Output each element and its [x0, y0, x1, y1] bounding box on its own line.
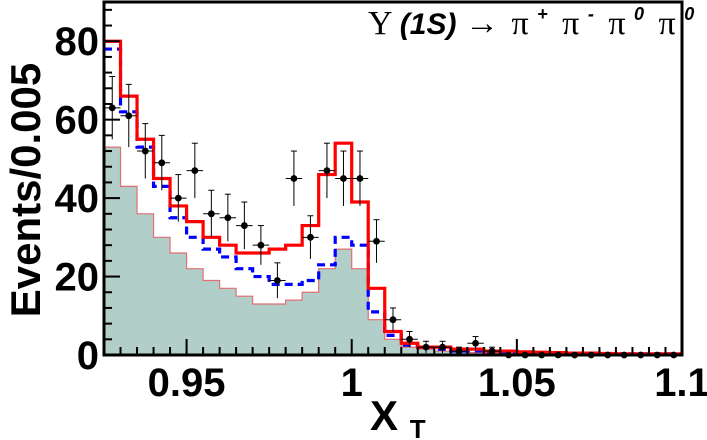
data-point-marker: [356, 175, 364, 182]
data-point-marker: [472, 339, 479, 347]
data-point: [483, 346, 501, 355]
x-tick-label: 0.95: [148, 361, 226, 405]
y-tick-label: 0: [77, 334, 99, 378]
data-point-marker: [373, 237, 380, 245]
data-point: [269, 262, 286, 299]
data-point-marker: [439, 343, 446, 351]
data-point: [368, 219, 385, 263]
background-histogram-fill: [104, 147, 682, 355]
data-point-marker: [108, 104, 116, 112]
title-sup-2: -: [588, 4, 594, 24]
axes: 0.95 1 1.05 1.1 0 20 40 60 80: [55, 0, 707, 405]
data-point-marker: [406, 335, 413, 343]
x-axis-title: X T: [370, 392, 426, 440]
data-point: [401, 330, 418, 348]
data-point-marker: [257, 241, 265, 249]
data-point: [120, 83, 138, 148]
data-point: [219, 193, 237, 242]
data-point: [434, 340, 451, 354]
data-point-marker: [274, 277, 281, 284]
data-point-marker: [174, 194, 182, 202]
data-point: [351, 150, 369, 206]
data-point-marker: [224, 214, 232, 222]
data-point: [467, 336, 484, 350]
title-sup-1: +: [537, 4, 548, 24]
title-pi-4: π: [659, 5, 676, 42]
y-tick-label: 20: [55, 256, 100, 300]
data-point-marker: [125, 112, 133, 120]
title-pi-2: π: [562, 5, 579, 42]
data-point: [137, 123, 154, 179]
data-point: [450, 346, 468, 355]
data-point: [417, 340, 435, 354]
data-point-marker: [290, 175, 298, 182]
data-point-marker: [488, 347, 496, 355]
data-point: [335, 150, 352, 206]
x-tick-label: 1.1: [654, 361, 707, 405]
data-point-marker: [141, 147, 149, 155]
data-point: [203, 189, 220, 238]
y-axis-title: Events/0.005: [2, 63, 49, 318]
data-point-marker: [422, 343, 430, 351]
title-sup-3: 0: [634, 4, 644, 24]
plot-frame: [102, 0, 684, 357]
data-point-marker: [158, 159, 166, 167]
data-point-marker: [307, 233, 314, 241]
data-point: [302, 215, 319, 259]
data-point: [285, 150, 303, 206]
x-tick-label: 1: [341, 361, 363, 405]
data-point-marker: [191, 167, 199, 175]
plot-area: [104, 39, 682, 359]
title-upsilon: Υ: [368, 5, 392, 42]
title-state: (1S): [400, 8, 457, 41]
x-axis-title-main: X: [370, 392, 398, 439]
title-pi-3: π: [608, 5, 625, 42]
data-point: [153, 134, 171, 191]
x-axis-title-sub: T: [410, 414, 426, 440]
y-tick-label: 60: [55, 99, 100, 143]
data-point-marker: [389, 316, 397, 324]
title-pi-1: π: [511, 5, 528, 42]
data-point-marker: [240, 222, 248, 229]
total-fit-histogram-line: [104, 39, 682, 356]
data-point: [170, 174, 187, 222]
data-point-marker: [207, 210, 215, 218]
data-point-marker: [323, 167, 331, 175]
title-sup-4: 0: [684, 4, 694, 24]
data-point: [318, 142, 336, 199]
y-tick-label: 80: [55, 20, 100, 64]
data-point: [236, 201, 253, 250]
data-point: [252, 225, 270, 265]
data-point: [104, 76, 121, 140]
title-arrow: →: [465, 5, 499, 42]
chart-title: Υ (1S) → π + π - π 0 π 0: [368, 0, 694, 42]
data-point: [186, 142, 204, 199]
data-point: [384, 307, 402, 332]
y-tick-label: 40: [55, 177, 100, 221]
x-tick-label: 1.05: [478, 361, 556, 405]
data-point-marker: [455, 347, 463, 355]
data-point-marker: [340, 175, 347, 182]
